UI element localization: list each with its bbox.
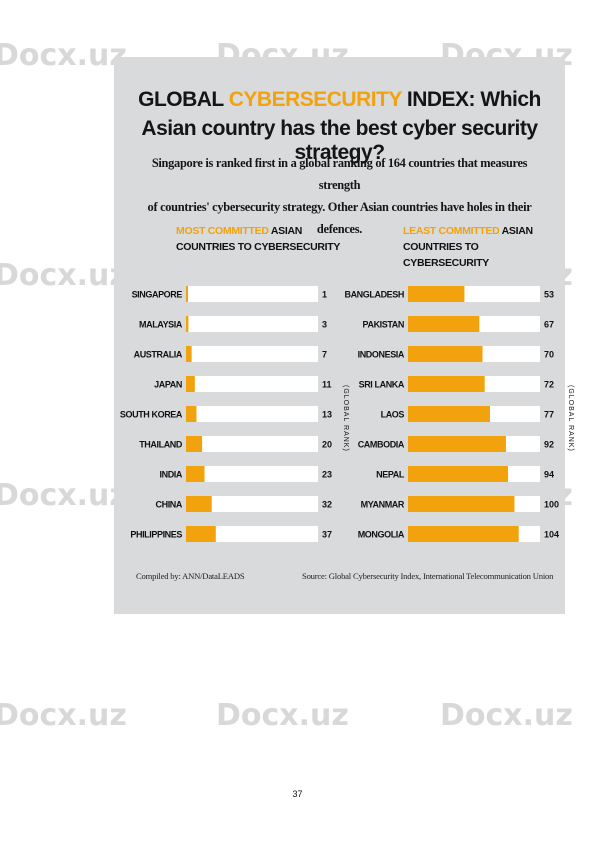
right-heading-line2: COUNTRIES TO CYBERSECURITY bbox=[403, 241, 489, 269]
bar-track bbox=[186, 526, 318, 542]
data-label: 53 bbox=[544, 290, 554, 300]
data-label: 11 bbox=[322, 380, 332, 390]
category-label: SRI LANKA bbox=[359, 380, 405, 390]
category-label: PAKISTAN bbox=[363, 320, 404, 330]
data-label: 1 bbox=[322, 290, 327, 300]
chart-title-line2: Asian country has the best cyber securit… bbox=[141, 117, 538, 164]
chart-title-line1: GLOBAL CYBERSECURITY INDEX: Which bbox=[114, 88, 565, 112]
data-label: 37 bbox=[322, 530, 332, 540]
subtitle-line1: Singapore is ranked first in a global ra… bbox=[151, 156, 528, 192]
right-heading-accent: LEAST COMMITTED bbox=[403, 225, 500, 237]
data-label: 32 bbox=[322, 500, 332, 510]
bar bbox=[408, 346, 483, 362]
data-label: 20 bbox=[322, 440, 332, 450]
bar-track bbox=[186, 286, 318, 302]
left-chart-heading: MOST COMMITTED ASIAN COUNTRIES TO CYBERS… bbox=[176, 223, 340, 255]
data-label: 104 bbox=[544, 530, 559, 540]
bar bbox=[408, 496, 515, 512]
left-heading-rest: ASIAN bbox=[268, 225, 303, 237]
bar bbox=[186, 526, 216, 542]
right-axis-label: (GLOBAL RANK) bbox=[567, 385, 574, 452]
bar-track bbox=[186, 436, 318, 452]
bar bbox=[408, 466, 509, 482]
category-label: MALAYSIA bbox=[139, 320, 183, 330]
category-label: SOUTH KOREA bbox=[120, 410, 183, 420]
watermark: Docx.uz bbox=[0, 258, 127, 293]
infographic-panel: GLOBAL CYBERSECURITY INDEX: Which Asian … bbox=[114, 57, 574, 614]
bar bbox=[186, 346, 192, 362]
category-label: THAILAND bbox=[139, 440, 183, 450]
bar-track bbox=[186, 346, 318, 362]
category-label: BANGLADESH bbox=[344, 290, 404, 300]
data-label: 67 bbox=[544, 320, 554, 330]
category-label: INDONESIA bbox=[358, 350, 405, 360]
bar bbox=[408, 316, 480, 332]
data-label: 23 bbox=[322, 470, 332, 480]
category-label: CAMBODIA bbox=[358, 440, 405, 450]
bar bbox=[186, 496, 212, 512]
data-label: 13 bbox=[322, 410, 332, 420]
bar bbox=[186, 316, 189, 332]
category-label: PHILIPPINES bbox=[130, 530, 182, 540]
category-label: NEPAL bbox=[376, 470, 405, 480]
bar-track bbox=[186, 376, 318, 392]
data-label: 3 bbox=[322, 320, 327, 330]
bar bbox=[186, 466, 205, 482]
bar-charts: SINGAPORE 1 MALAYSIA 3 AUSTRALIA 7 JAPAN 11 SOUT… bbox=[120, 286, 559, 542]
category-label: AUSTRALIA bbox=[134, 350, 183, 360]
data-label: 72 bbox=[544, 380, 554, 390]
data-label: 7 bbox=[322, 350, 327, 360]
subtitle-line2: of countries' cybersecurity strategy. Ot… bbox=[147, 200, 532, 236]
bar bbox=[408, 286, 465, 302]
bar bbox=[408, 376, 485, 392]
source-credit: Source: Global Cybersecurity Index, Inte… bbox=[302, 571, 554, 581]
watermark: Docx.uz bbox=[440, 698, 573, 733]
page-number: 37 bbox=[292, 789, 303, 799]
data-label: 94 bbox=[544, 470, 554, 480]
bar bbox=[186, 286, 188, 302]
bar bbox=[408, 526, 519, 542]
data-label: 92 bbox=[544, 440, 554, 450]
chart-subtitle: Singapore is ranked first in a global ra… bbox=[132, 152, 547, 240]
category-label: CHINA bbox=[156, 500, 183, 510]
category-label: MYANMAR bbox=[361, 500, 405, 510]
right-heading-rest: ASIAN bbox=[499, 225, 533, 237]
bar bbox=[186, 376, 195, 392]
compiled-by-credit: Compiled by: ANN/DataLEADS bbox=[136, 571, 245, 581]
data-label: 100 bbox=[544, 500, 559, 510]
bar-track bbox=[186, 466, 318, 482]
bar-track bbox=[186, 406, 318, 422]
data-label: 77 bbox=[544, 410, 554, 420]
bar bbox=[408, 406, 490, 422]
category-label: MONGOLIA bbox=[358, 530, 405, 540]
left-heading-accent: MOST COMMITTED bbox=[176, 225, 269, 237]
category-label: INDIA bbox=[160, 470, 183, 480]
title-accent: CYBERSECURITY bbox=[228, 88, 402, 111]
watermark: Docx.uz bbox=[0, 698, 127, 733]
left-heading-line2: COUNTRIES TO CYBERSECURITY bbox=[176, 241, 341, 253]
bar-track bbox=[186, 496, 318, 512]
bar-track bbox=[186, 316, 318, 332]
bar bbox=[408, 436, 506, 452]
data-label: 70 bbox=[544, 350, 554, 360]
category-label: LAOS bbox=[381, 410, 405, 420]
right-chart-heading: LEAST COMMITTED ASIAN COUNTRIES TO CYBER… bbox=[403, 223, 565, 271]
category-label: SINGAPORE bbox=[132, 290, 183, 300]
watermark: Docx.uz bbox=[0, 478, 127, 513]
bar bbox=[186, 436, 203, 452]
bar bbox=[186, 406, 197, 422]
title-prefix: GLOBAL bbox=[138, 88, 229, 111]
title-suffix: INDEX: Which bbox=[401, 88, 542, 111]
watermark: Docx.uz bbox=[0, 38, 127, 73]
category-label: JAPAN bbox=[154, 380, 182, 390]
left-axis-label: (GLOBAL RANK) bbox=[342, 385, 349, 452]
watermark: Docx.uz bbox=[216, 698, 349, 733]
